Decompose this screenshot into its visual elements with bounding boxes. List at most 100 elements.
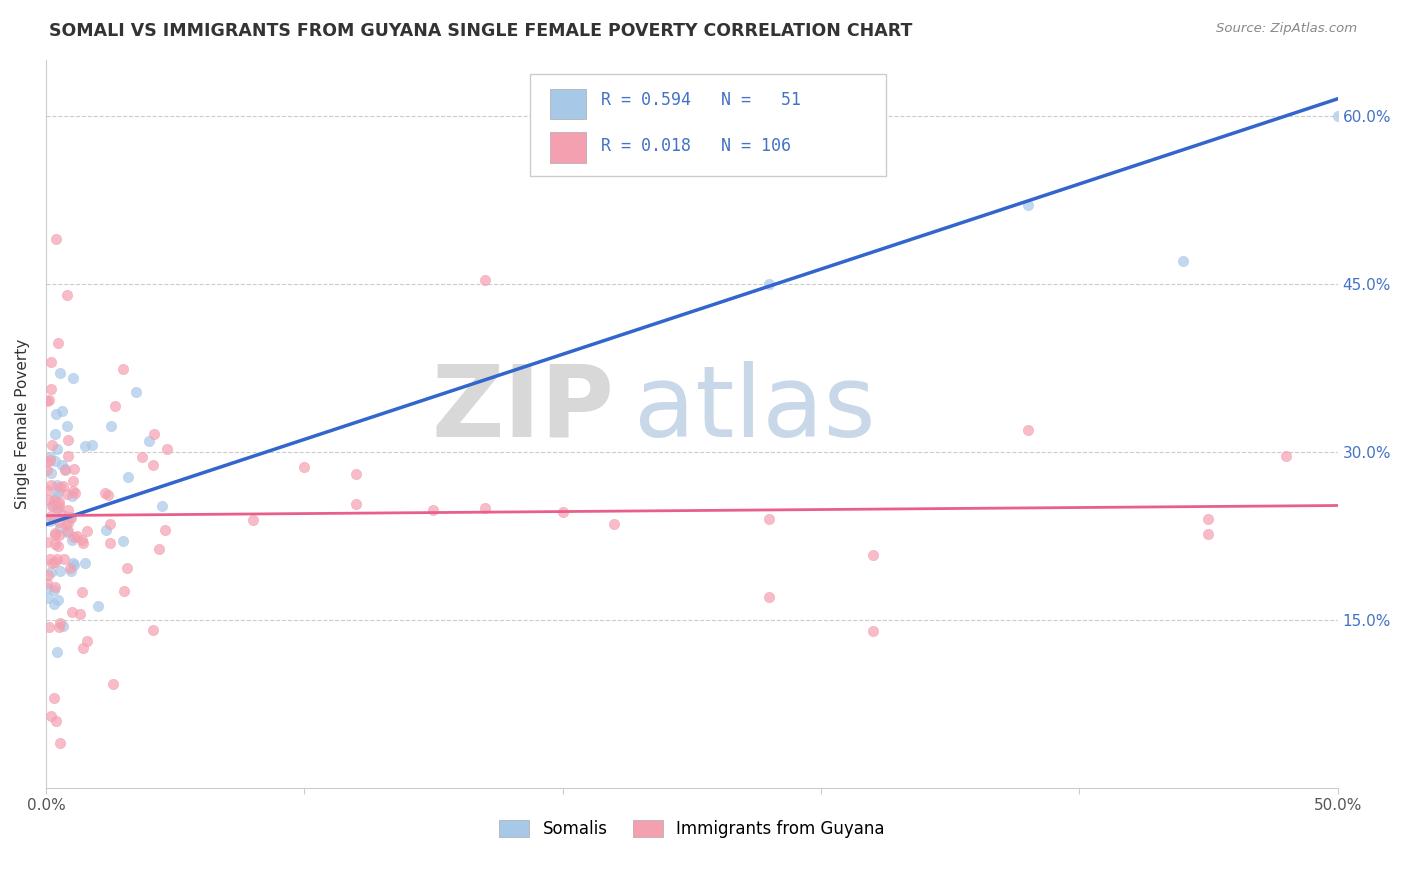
Point [39,566,62,580]
Point [142,623,165,637]
Point [39,514,62,528]
Point [39,450,62,465]
Point [69,607,91,621]
Point [58,434,80,448]
Point [94,523,117,537]
Point [38,393,60,408]
Point [42,512,65,526]
Point [82,438,104,452]
Point [51,404,73,418]
Point [41,499,63,513]
Point [73,557,96,571]
Point [46,593,69,607]
Point [1326,109,1348,123]
Point [42,492,65,507]
Point [62,370,84,384]
Point [44,537,66,551]
Point [42,597,65,611]
Point [48,620,70,634]
Point [35,463,58,477]
Point [46,478,69,492]
Point [56,486,79,500]
Point [758,277,780,291]
Point [46,644,69,658]
Point [41,557,63,571]
Point [862,624,884,638]
Point [156,442,179,457]
Point [56,516,79,530]
Text: ZIP: ZIP [432,360,614,458]
Point [117,470,139,484]
Point [48,498,70,512]
Point [45,232,67,246]
Point [45,714,67,728]
Point [62,484,84,499]
Point [38,551,60,566]
Point [72,533,94,548]
Point [41,509,63,524]
Point [70,585,93,599]
Point [292,460,315,475]
Point [94,486,117,500]
Point [55,518,77,533]
Point [46,501,69,516]
Point [62,490,84,504]
Point [112,584,135,599]
Point [115,561,138,575]
Point [44,580,66,594]
Point [76,524,98,539]
Point [142,458,165,473]
Point [55,288,77,302]
Text: Source: ZipAtlas.com: Source: ZipAtlas.com [1216,22,1357,36]
Point [51,458,73,472]
Point [52,479,75,493]
Point [45,407,67,421]
Point [42,691,65,706]
Point [39,355,62,369]
Point [46,484,69,499]
Point [41,709,63,723]
Point [98,536,121,550]
Point [55,462,77,476]
Point [41,438,63,452]
Point [63,530,86,544]
Text: atlas: atlas [634,360,876,458]
Point [35,394,58,409]
Point [143,426,166,441]
Point [39,478,62,492]
Bar [550,89,586,120]
Point [44,556,66,570]
Point [39,382,62,396]
Point [38,619,60,633]
Point [49,564,72,578]
Point [42,498,65,512]
Y-axis label: Single Female Poverty: Single Female Poverty [15,339,30,508]
Point [758,512,780,526]
Point [344,467,367,482]
Point [59,510,82,524]
Point [242,513,264,527]
Point [42,582,65,597]
Point [52,508,75,523]
Point [75,439,97,453]
Point [45,489,67,503]
Point [37,535,59,549]
Point [48,616,70,631]
Point [1198,527,1220,541]
Point [150,499,173,513]
Point [38,453,60,467]
Point [46,551,69,566]
Point [148,541,170,556]
Point [46,442,69,457]
Point [758,591,780,605]
Point [422,503,444,517]
Text: SOMALI VS IMMIGRANTS FROM GUYANA SINGLE FEMALE POVERTY CORRELATION CHART: SOMALI VS IMMIGRANTS FROM GUYANA SINGLE … [49,22,912,40]
Point [138,434,160,448]
Point [62,558,84,572]
Point [60,533,83,547]
Point [37,576,59,591]
Point [344,497,367,511]
Point [97,488,120,502]
Point [55,525,77,540]
Point [44,527,66,541]
